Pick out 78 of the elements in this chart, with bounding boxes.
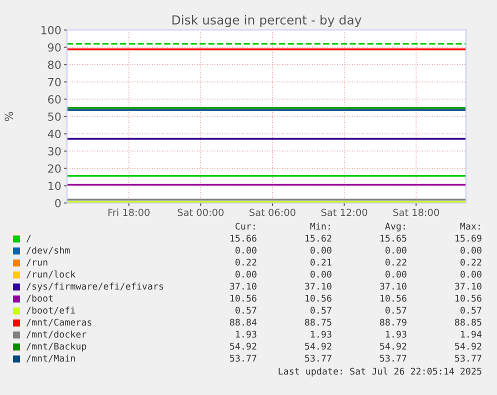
text: 0.00 — [460, 270, 482, 278]
text: 53.77 — [230, 354, 256, 362]
legend-label: /run — [26, 258, 48, 266]
text: 10.56 — [306, 294, 332, 302]
text: 0.00 — [460, 246, 482, 254]
text: 37.10 — [305, 282, 332, 290]
text: 0.00 — [236, 270, 256, 278]
text: Cur: — [236, 222, 255, 230]
text: 0.00 — [386, 270, 406, 278]
text: 53.77 — [305, 354, 332, 362]
text: 37.10 — [230, 282, 256, 290]
text: 0.57 — [386, 306, 406, 314]
text: 0.22 — [236, 258, 256, 266]
text: Last update: Sat Jul 26 22:05:14 2025 — [278, 368, 482, 376]
text: 0.22 — [386, 258, 406, 266]
text: Avg: — [385, 222, 405, 232]
legend-label: /boot — [26, 294, 53, 302]
y-tick-label: 50 — [48, 112, 61, 121]
y-tick-label: 20 — [48, 164, 61, 173]
x-tick-label: Sat 12:00 — [321, 208, 368, 216]
text: 10.56 — [456, 294, 482, 302]
x-tick-label: Sat 06:00 — [250, 208, 296, 216]
legend-label: /run/lock — [26, 270, 76, 278]
text: 0.57 — [460, 306, 482, 314]
y-tick-label: 0 — [55, 198, 61, 208]
text: 53.77 — [380, 354, 406, 362]
y-tick-label: 10 — [48, 182, 61, 190]
text: 1.93 — [236, 330, 256, 338]
legend-label: /mnt/Main — [26, 354, 75, 362]
y-tick-label: 60 — [48, 95, 61, 104]
y-tick-label: 80 — [48, 60, 61, 69]
text: 88.85 — [454, 318, 482, 326]
x-tick-label: Fri 18:00 — [108, 208, 150, 216]
text: 0.57 — [310, 306, 332, 314]
text: 10.56 — [380, 294, 406, 302]
y-tick-label: 70 — [48, 78, 61, 86]
text: 88.75 — [304, 318, 332, 326]
text: 1.93 — [311, 330, 332, 338]
text: 54.92 — [455, 342, 482, 350]
text: 15.66 — [230, 234, 256, 242]
text: 10.56 — [230, 294, 256, 302]
y-tick-label: 100 — [41, 26, 61, 34]
text: 54.92 — [230, 342, 256, 350]
text: 0.22 — [460, 258, 482, 266]
text: Min: — [310, 222, 330, 230]
legend-label: /sys/firmware/efi/efivars — [26, 282, 164, 292]
text: 54.92 — [305, 342, 332, 350]
text: 15.69 — [456, 234, 482, 242]
text: 1.94 — [461, 330, 482, 338]
x-tick-label: Sat 00:00 — [178, 208, 224, 216]
text: 54.92 — [380, 342, 406, 350]
text: 0.00 — [236, 246, 256, 254]
legend-label: /mnt/docker — [26, 330, 86, 338]
text: 37.10 — [380, 282, 406, 290]
legend-label: /mnt/Cameras — [26, 318, 92, 326]
y-axis-title: % — [4, 112, 14, 122]
y-tick-label: 30 — [48, 147, 61, 156]
text: 0.57 — [236, 306, 256, 314]
legend-label: /boot/efi — [26, 306, 76, 314]
legend-label: /mnt/Backup — [26, 342, 86, 352]
text: 15.65 — [380, 234, 406, 242]
y-tick-label: 40 — [48, 130, 61, 138]
text: 0.21 — [310, 258, 332, 266]
legend-label: / — [26, 234, 31, 242]
text: 37.10 — [455, 282, 482, 290]
text: 0.00 — [386, 246, 406, 254]
text: 0.00 — [310, 246, 332, 254]
legend-label: /dev/shm — [26, 246, 70, 254]
chart-title: Disk usage in percent - by day — [172, 14, 362, 28]
text: 1.93 — [386, 330, 406, 338]
x-tick-label: Sat 18:00 — [393, 208, 440, 216]
text: 0.00 — [310, 270, 332, 278]
text: 15.62 — [306, 234, 332, 242]
text: Max: — [460, 222, 480, 230]
text: 88.84 — [230, 318, 257, 326]
text: 53.77 — [455, 354, 482, 362]
y-tick-label: 90 — [48, 43, 61, 52]
text: 88.79 — [380, 318, 406, 326]
